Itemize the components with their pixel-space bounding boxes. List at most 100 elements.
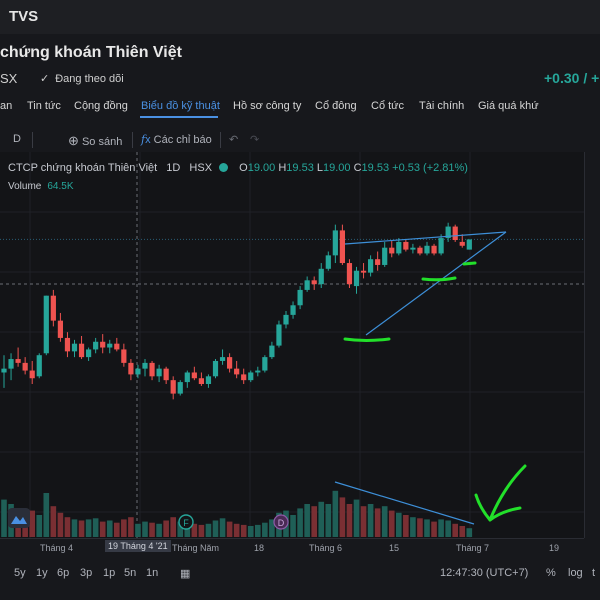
- annotation-underline: [462, 261, 477, 266]
- legend-close: 19.53: [361, 162, 390, 174]
- tab-financials[interactable]: Tài chính: [419, 100, 465, 112]
- legend-close-label: C: [353, 162, 362, 174]
- chart-legend: CTCP chứng khoán Thiên Việt 1D HSX O19.0…: [8, 162, 468, 174]
- volume-bar: [396, 512, 402, 537]
- volume-bar: [212, 520, 219, 537]
- clock-time: 12:47:30 (UTC+7): [440, 567, 529, 579]
- tab-community[interactable]: Cộng đồng: [74, 100, 128, 112]
- range-6p[interactable]: 6p: [57, 567, 70, 579]
- candle-body: [311, 280, 317, 285]
- volume-bar: [290, 515, 296, 537]
- log-toggle[interactable]: log: [568, 567, 583, 579]
- volume-bar: [353, 499, 360, 537]
- check-icon: ✓: [40, 73, 50, 85]
- candle-body: [375, 259, 381, 265]
- price-scale[interactable]: [584, 152, 600, 538]
- volume-bar: [466, 528, 473, 537]
- tab-shareholders[interactable]: Cổ đông: [315, 100, 357, 112]
- range-5y[interactable]: 5y: [14, 567, 26, 579]
- candle-body: [156, 368, 162, 377]
- tab-company-profile[interactable]: Hồ sơ công ty: [233, 100, 302, 112]
- time-axis-label: Tháng Năm: [172, 543, 220, 553]
- toolbar-divider: [32, 132, 33, 148]
- candle-body: [135, 368, 141, 375]
- date-range-icon[interactable]: ▦: [180, 568, 191, 580]
- volume-bar: [374, 508, 381, 537]
- volume-bar: [346, 504, 353, 537]
- volume-bar: [438, 519, 444, 537]
- annotation-arrow: [474, 464, 527, 522]
- compare-button[interactable]: ⊕ So sánh: [68, 133, 122, 149]
- candle-body: [360, 270, 367, 273]
- range-1y[interactable]: 1y: [36, 567, 48, 579]
- tab-overview[interactable]: an: [0, 100, 13, 112]
- volume-bar: [205, 523, 212, 537]
- percent-toggle[interactable]: %: [546, 567, 556, 579]
- tab-news[interactable]: Tin tức: [27, 100, 61, 112]
- trendline-lower: [365, 231, 507, 336]
- auto-toggle[interactable]: t: [592, 567, 596, 579]
- top-bar: TVS: [0, 0, 600, 34]
- range-3p[interactable]: 3p: [80, 567, 93, 579]
- volume-bar: [64, 517, 71, 537]
- candle-body: [29, 370, 35, 379]
- volume-bar: [233, 523, 240, 537]
- candle-body: [241, 374, 247, 381]
- candle-body: [410, 247, 416, 250]
- candle-body: [50, 295, 56, 321]
- tab-price-history[interactable]: Giá quá khứ: [478, 100, 539, 112]
- volume-legend: Volume 64.5K: [8, 181, 74, 192]
- candle-body: [255, 370, 261, 373]
- plus-circle-icon: ⊕: [68, 133, 79, 148]
- undo-icon[interactable]: ↶: [229, 134, 239, 146]
- candle-body: [452, 226, 458, 240]
- time-axis[interactable]: [0, 538, 584, 557]
- volume-value: 64.5K: [47, 181, 74, 192]
- legend-symbol-name: CTCP chứng khoán Thiên Việt: [8, 162, 158, 174]
- volume-bar: [459, 526, 466, 537]
- crosshair-time-label: 19 Tháng 4 '21: [105, 540, 171, 552]
- candle-body: [353, 270, 360, 287]
- candle-body: [459, 241, 465, 246]
- redo-icon[interactable]: ↷: [250, 134, 260, 146]
- candle-body: [15, 359, 21, 363]
- range-1p[interactable]: 1p: [103, 567, 116, 579]
- toolbar-divider: [220, 132, 221, 148]
- volume-bar: [339, 497, 346, 537]
- volume-bar: [219, 518, 226, 537]
- volume-bar: [156, 523, 162, 537]
- legend-low-label: L: [316, 162, 323, 174]
- range-1n[interactable]: 1n: [146, 567, 159, 579]
- volume-bar: [184, 522, 191, 537]
- candle-body: [389, 247, 395, 254]
- volume-bar: [92, 518, 99, 537]
- follow-button[interactable]: ✓ Đang theo dõi: [40, 72, 124, 85]
- candle-body: [205, 376, 212, 384]
- volume-bar: [85, 519, 92, 537]
- volume-bar: [269, 519, 275, 537]
- volume-bar: [106, 520, 113, 537]
- volume-bar: [452, 523, 458, 537]
- volume-bar: [445, 520, 451, 537]
- interval-button[interactable]: D: [13, 133, 21, 145]
- volume-bar: [142, 521, 148, 537]
- candle-body: [227, 357, 233, 369]
- candle-body: [142, 362, 148, 369]
- volume-bar: [50, 506, 57, 537]
- range-5n[interactable]: 5n: [124, 567, 137, 579]
- volume-bar: [247, 526, 254, 537]
- candle-body: [424, 245, 430, 254]
- event-marker-f: [178, 514, 194, 530]
- candle-body: [403, 241, 409, 250]
- candle-body: [93, 341, 99, 350]
- volume-bar: [226, 521, 233, 537]
- indicators-button[interactable]: fx Các chỉ báo: [141, 133, 212, 146]
- candle-body: [36, 355, 42, 377]
- volume-bar: [262, 522, 268, 537]
- price-change: +0.30 / +: [544, 70, 600, 86]
- tab-dividends[interactable]: Cổ tức: [371, 100, 405, 112]
- visibility-icon[interactable]: [219, 163, 229, 172]
- tab-technical-chart[interactable]: Biểu đồ kỹ thuật: [141, 100, 220, 112]
- indicators-label: Các chỉ báo: [153, 134, 212, 146]
